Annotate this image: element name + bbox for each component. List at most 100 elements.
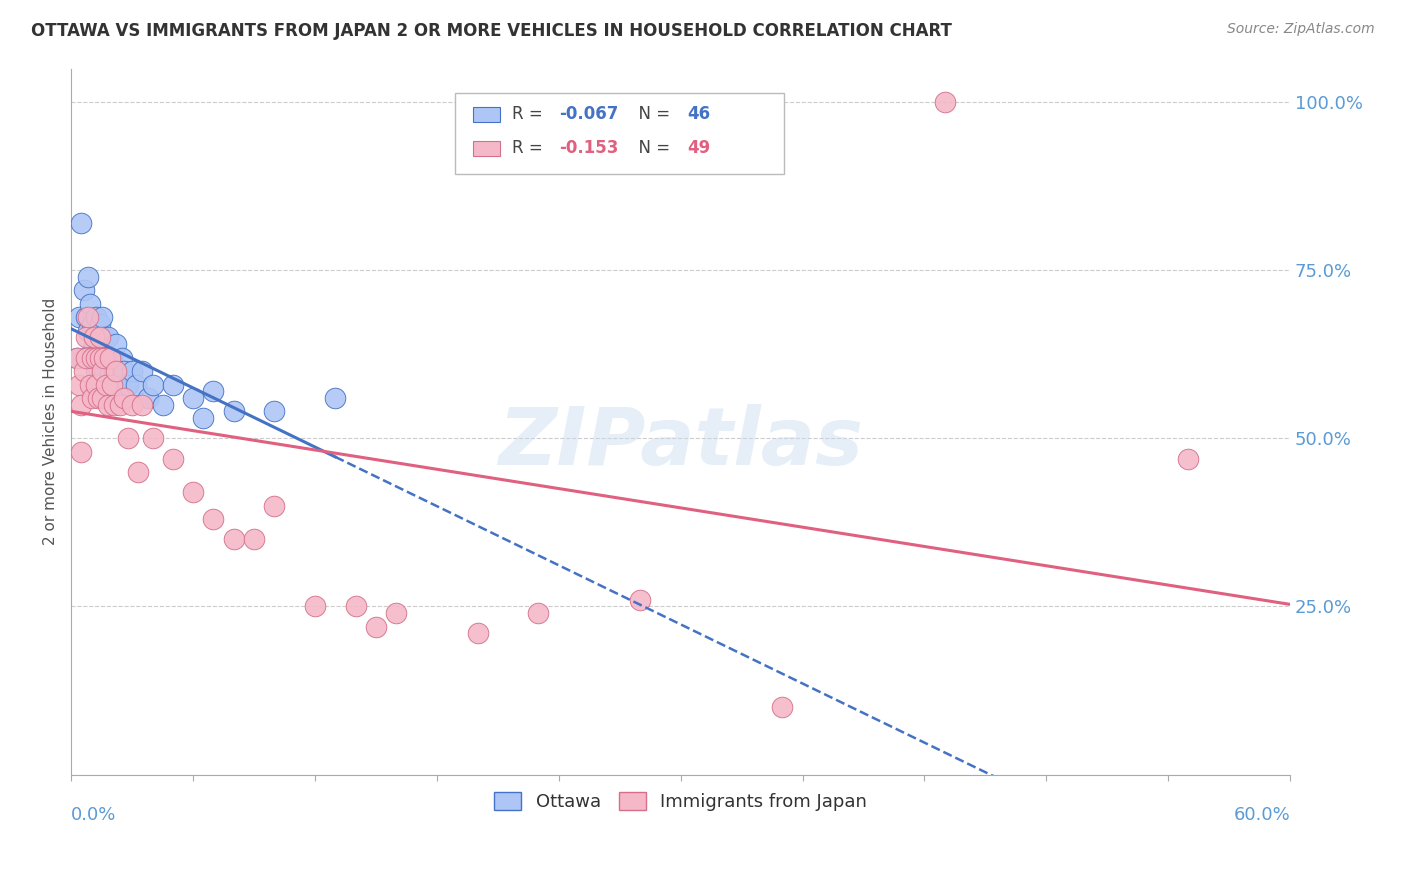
Point xyxy=(84,364,107,378)
Point xyxy=(770,700,793,714)
Point xyxy=(70,216,93,230)
Point xyxy=(112,391,135,405)
Point xyxy=(263,499,285,513)
Point xyxy=(83,337,105,351)
Point xyxy=(84,310,107,325)
Text: 0.0%: 0.0% xyxy=(72,806,117,824)
Point xyxy=(87,330,110,344)
Point xyxy=(72,284,94,298)
FancyBboxPatch shape xyxy=(474,141,501,156)
Text: R =: R = xyxy=(512,105,548,123)
Point xyxy=(103,364,125,378)
Point xyxy=(117,431,139,445)
Point xyxy=(107,364,129,378)
Text: 46: 46 xyxy=(686,105,710,123)
Point xyxy=(127,465,149,479)
Point xyxy=(84,377,107,392)
Point xyxy=(142,377,165,392)
Point xyxy=(80,391,103,405)
Point xyxy=(76,324,98,338)
Point xyxy=(101,377,124,392)
Point xyxy=(79,297,101,311)
Point xyxy=(98,364,121,378)
Point xyxy=(243,533,266,547)
Text: ZIPatlas: ZIPatlas xyxy=(498,404,863,482)
Point xyxy=(98,351,121,365)
Point xyxy=(76,270,98,285)
Point xyxy=(344,599,367,614)
Point xyxy=(222,533,245,547)
Point xyxy=(121,398,143,412)
Point xyxy=(90,310,112,325)
Text: N =: N = xyxy=(628,105,676,123)
Point xyxy=(121,364,143,378)
Point xyxy=(105,337,128,351)
Point xyxy=(94,351,117,365)
Point xyxy=(385,606,408,620)
Point xyxy=(72,364,94,378)
Text: 60.0%: 60.0% xyxy=(1233,806,1291,824)
Point xyxy=(75,310,97,325)
Point xyxy=(467,626,489,640)
Point xyxy=(80,343,103,358)
Point xyxy=(304,599,326,614)
Point xyxy=(90,391,112,405)
Point xyxy=(131,398,153,412)
Text: R =: R = xyxy=(512,139,548,157)
Point xyxy=(90,351,112,365)
Point xyxy=(66,351,89,365)
Text: OTTAWA VS IMMIGRANTS FROM JAPAN 2 OR MORE VEHICLES IN HOUSEHOLD CORRELATION CHAR: OTTAWA VS IMMIGRANTS FROM JAPAN 2 OR MOR… xyxy=(31,22,952,40)
Point xyxy=(364,620,387,634)
Point xyxy=(527,606,550,620)
Point xyxy=(222,404,245,418)
Point xyxy=(103,398,125,412)
Text: 49: 49 xyxy=(686,139,710,157)
Point xyxy=(131,364,153,378)
Point xyxy=(75,330,97,344)
Point xyxy=(70,445,93,459)
Point xyxy=(142,431,165,445)
Point xyxy=(79,377,101,392)
Point xyxy=(202,512,225,526)
Point xyxy=(94,377,117,392)
Point xyxy=(193,411,215,425)
FancyBboxPatch shape xyxy=(456,94,785,175)
Point xyxy=(263,404,285,418)
FancyBboxPatch shape xyxy=(474,107,501,122)
Point xyxy=(112,364,135,378)
Point xyxy=(934,95,956,110)
Point xyxy=(87,351,110,365)
Point xyxy=(69,310,91,325)
Point xyxy=(69,377,91,392)
Point xyxy=(181,391,204,405)
Point xyxy=(93,330,115,344)
Point xyxy=(80,317,103,331)
Point xyxy=(70,398,93,412)
Text: -0.067: -0.067 xyxy=(558,105,619,123)
Point xyxy=(111,351,134,365)
Text: -0.153: -0.153 xyxy=(558,139,619,157)
Point xyxy=(84,351,107,365)
Point xyxy=(181,485,204,500)
Point xyxy=(90,364,112,378)
Point xyxy=(628,592,651,607)
Point xyxy=(162,377,184,392)
Point xyxy=(1177,451,1199,466)
Text: N =: N = xyxy=(628,139,676,157)
Point xyxy=(93,364,115,378)
Point xyxy=(152,398,174,412)
Point xyxy=(105,364,128,378)
Point xyxy=(83,330,105,344)
Point xyxy=(80,351,103,365)
Point xyxy=(75,351,97,365)
Point xyxy=(108,398,131,412)
Point xyxy=(125,377,148,392)
Point xyxy=(89,351,111,365)
Point xyxy=(76,310,98,325)
Point xyxy=(66,351,89,365)
Point xyxy=(97,330,120,344)
Point xyxy=(87,391,110,405)
Point xyxy=(97,398,120,412)
Point xyxy=(89,337,111,351)
Y-axis label: 2 or more Vehicles in Household: 2 or more Vehicles in Household xyxy=(44,298,58,545)
